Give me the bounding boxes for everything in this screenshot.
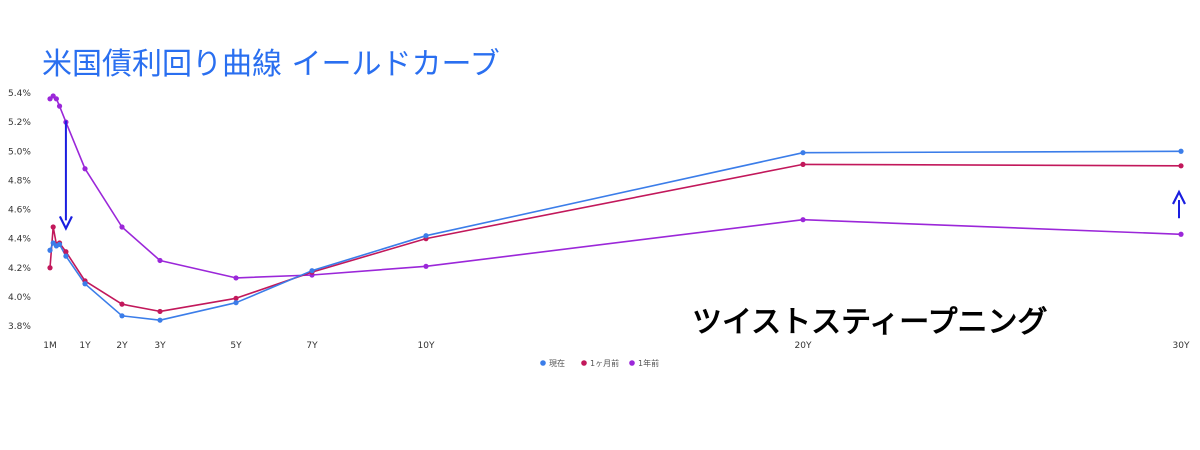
y-axis-ticks: 3.8% 4.0% 4.2% 4.4% 4.6% 4.8% 5.0% 5.2% 5.4% (8, 89, 31, 332)
data-point (423, 263, 429, 269)
data-point (800, 161, 806, 167)
data-point (309, 268, 315, 274)
data-point (56, 103, 63, 109)
series-line (49, 163, 1182, 313)
data-point (53, 96, 59, 102)
data-point (47, 265, 53, 271)
data-point (119, 313, 125, 319)
chart-title: 米国債利回り曲線 イールドカーブ (42, 47, 500, 82)
data-point (47, 247, 53, 253)
legend-marker (581, 360, 587, 366)
twist-steepening-annotation: ツイストスティープニング (692, 305, 1048, 340)
data-point (800, 217, 806, 223)
x-tick-label: 5Y (230, 341, 242, 351)
y-tick-label: 4.6% (8, 206, 31, 216)
legend-label: 現在 (549, 358, 565, 368)
data-point (233, 300, 239, 306)
legend-marker (629, 360, 635, 366)
series-line (49, 95, 1182, 279)
x-tick-label: 1Y (79, 341, 91, 351)
data-point (119, 224, 125, 230)
y-tick-label: 5.2% (8, 118, 31, 128)
data-point (233, 295, 239, 301)
data-point (157, 257, 163, 264)
data-point (63, 249, 69, 255)
legend-label: 1ヶ月前 (590, 358, 619, 368)
data-point (233, 275, 239, 281)
x-tick-label: 1M (43, 341, 57, 351)
x-tick-label: 10Y (418, 341, 435, 351)
data-point (1178, 148, 1184, 154)
x-tick-label: 3Y (154, 341, 166, 351)
y-tick-label: 4.0% (8, 293, 31, 303)
y-tick-label: 4.4% (8, 235, 31, 245)
data-point (1178, 231, 1184, 237)
data-point (56, 241, 63, 248)
y-tick-label: 5.0% (8, 147, 31, 157)
data-point (50, 224, 56, 230)
y-tick-label: 4.2% (8, 264, 31, 274)
data-point (800, 150, 806, 156)
legend-marker (540, 360, 546, 366)
data-point (63, 253, 69, 259)
legend: 現在 1ヶ月前 1年前 (540, 358, 659, 368)
data-point (82, 281, 88, 287)
arrow-head (1172, 189, 1186, 205)
y-tick-label: 5.4% (8, 89, 31, 99)
data-point (157, 317, 163, 323)
series-points (47, 93, 1184, 323)
arrow-head (58, 215, 73, 231)
x-axis-ticks: 1M 1Y 2Y 3Y 5Y 7Y 10Y 20Y 30Y (43, 341, 1190, 351)
data-point (82, 166, 88, 172)
x-tick-label: 7Y (306, 341, 318, 351)
legend-label: 1年前 (638, 358, 659, 368)
x-tick-label: 2Y (116, 341, 128, 351)
data-point (119, 301, 125, 307)
series-lines (49, 95, 1182, 322)
trend-arrows (58, 120, 1186, 231)
data-point (157, 308, 163, 315)
y-tick-label: 4.8% (8, 176, 31, 186)
x-tick-label: 20Y (795, 341, 812, 351)
series-line (49, 150, 1182, 322)
y-tick-label: 3.8% (8, 322, 31, 332)
x-tick-label: 30Y (1173, 341, 1190, 351)
data-point (423, 233, 429, 239)
data-point (1178, 163, 1184, 169)
